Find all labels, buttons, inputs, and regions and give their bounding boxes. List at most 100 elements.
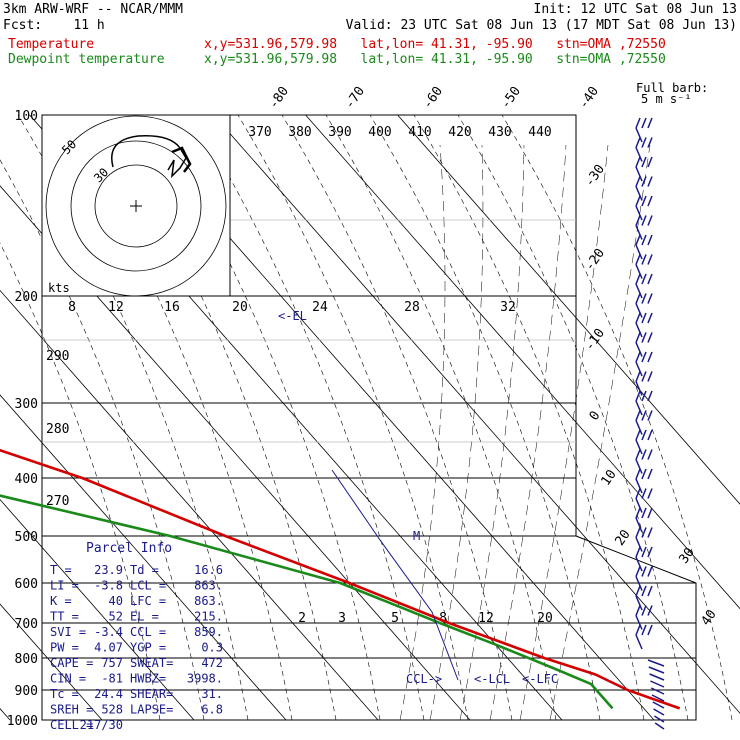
dry-adiabat bbox=[501, 114, 733, 721]
init-time: Init: 12 UTC Sat 08 Jun 13 bbox=[534, 2, 738, 17]
dry-adiabat bbox=[413, 114, 645, 721]
wind-barb-staff bbox=[635, 556, 643, 572]
wind-barb-staff bbox=[635, 361, 643, 377]
wind-barb-flag bbox=[635, 332, 641, 343]
wind-barb-staff bbox=[635, 166, 643, 182]
wind-barb-staff bbox=[635, 303, 643, 318]
wind-barb-flag bbox=[635, 215, 641, 226]
dewpoint-legend: Dewpoint temperature bbox=[8, 52, 165, 67]
dewpoint-location: x,y=531.96,579.98 lat,lon= 41.31, -95.90… bbox=[204, 52, 666, 67]
hodograph-ring bbox=[70, 140, 202, 272]
wind-barb-flag bbox=[635, 234, 641, 246]
speed-tick-label: 20 bbox=[232, 300, 248, 315]
dry-adiabat bbox=[0, 242, 161, 721]
wind-barb-flag bbox=[641, 371, 647, 382]
temperature-location: x,y=531.96,579.98 lat,lon= 41.31, -95.90… bbox=[204, 37, 666, 52]
isotherm-label: -40 bbox=[576, 84, 602, 112]
mixing-ratio-label: 20 bbox=[537, 611, 553, 626]
wind-barb-flag bbox=[647, 546, 653, 558]
dry-adiabat bbox=[369, 114, 601, 721]
isotherm bbox=[213, 114, 740, 714]
parcel-info-cell: HWBZ= bbox=[130, 672, 166, 686]
wind-barb-flag bbox=[647, 195, 653, 207]
parcel-info-cell: -3.8 bbox=[94, 579, 123, 593]
wind-barb-staff bbox=[635, 517, 643, 533]
wind-barb-staff bbox=[635, 342, 643, 357]
wind-barb-flag bbox=[647, 410, 653, 421]
parcel-info-cell: SHEAR= bbox=[130, 687, 173, 701]
isotherm-label: -30 bbox=[582, 162, 608, 190]
parcel-info-cell: 217/30 bbox=[80, 718, 123, 732]
wind-barb-staff bbox=[635, 205, 643, 221]
wind-barb-flag bbox=[647, 468, 653, 480]
theta-e-label: 420 bbox=[448, 125, 471, 140]
wind-barb-low bbox=[650, 687, 665, 695]
wind-barb-low bbox=[649, 673, 665, 681]
wind-barb-flag bbox=[641, 117, 647, 129]
isotherm bbox=[0, 289, 379, 721]
parcel-info-cell: 16.6 bbox=[194, 563, 223, 577]
pressure-label-700: 700 bbox=[15, 617, 38, 632]
speed-tick-label: 12 bbox=[108, 300, 124, 315]
parcel-info-cell: 472 bbox=[201, 656, 223, 670]
parcel-info-cell: 4.07 bbox=[94, 641, 123, 655]
moist-adiabat bbox=[489, 144, 567, 721]
moist-adiabat bbox=[429, 144, 484, 721]
isotherm bbox=[0, 394, 287, 721]
mixing-ratio-label: 2 bbox=[298, 611, 306, 626]
parcel-info-cell: CAPE = bbox=[50, 656, 93, 670]
wind-barb-flag bbox=[641, 410, 647, 421]
dry-adiabat bbox=[61, 114, 293, 721]
theta-e-label: 410 bbox=[408, 125, 431, 140]
wind-barb-flag bbox=[635, 176, 641, 187]
wind-barb-flag bbox=[641, 254, 647, 265]
parcel-info-cell: 40 bbox=[109, 594, 123, 608]
wind-barb-flag bbox=[647, 351, 653, 363]
temperature-legend: Temperature bbox=[8, 37, 94, 52]
wind-barb-flag bbox=[635, 254, 641, 265]
sounding-profiles bbox=[0, 448, 681, 710]
wind-barb-staff bbox=[635, 127, 643, 143]
wind-barb-flag bbox=[647, 234, 653, 246]
hodograph-units: kts bbox=[48, 281, 70, 295]
wind-barb-flag bbox=[641, 488, 647, 499]
wind-barb-flag bbox=[647, 585, 653, 597]
wind-barb-flag bbox=[647, 176, 653, 187]
parcel-info-cell: Tc = bbox=[50, 687, 79, 701]
wind-barb-staff bbox=[635, 186, 643, 201]
theta-label: 270 bbox=[46, 494, 69, 509]
wind-barb-flag bbox=[635, 273, 641, 285]
parcel-info-cell: 863. bbox=[194, 594, 223, 608]
wind-barb-flag bbox=[635, 585, 641, 597]
wind-barb-flag bbox=[641, 585, 647, 597]
temperature-profile bbox=[0, 448, 681, 710]
parcel-info-cell: CIN = bbox=[50, 672, 86, 686]
wind-barb-flag bbox=[641, 605, 647, 616]
wind-barb-flag bbox=[635, 624, 641, 636]
isotherm-label: -50 bbox=[498, 84, 524, 112]
theta-e-label: 440 bbox=[528, 125, 551, 140]
wind-barb-flag bbox=[635, 312, 641, 324]
speed-tick-label: 28 bbox=[404, 300, 420, 315]
isotherm-label: -60 bbox=[420, 84, 446, 112]
wind-barb-low bbox=[654, 715, 665, 723]
hodograph-ring bbox=[94, 164, 178, 248]
wind-barb-staff bbox=[635, 459, 643, 474]
wind-barb-staff bbox=[635, 225, 643, 240]
wind-barb-flag bbox=[641, 293, 647, 304]
wind-barb-staff bbox=[635, 595, 643, 611]
valid-time: Valid: 23 UTC Sat 08 Jun 13 (17 MDT Sat … bbox=[346, 18, 737, 33]
wind-barb-flag bbox=[647, 371, 653, 382]
isotherm bbox=[0, 185, 471, 721]
parcel-info-cell: 3998. bbox=[187, 672, 223, 686]
parcel-info-cell: -81 bbox=[101, 672, 123, 686]
wind-barb-low bbox=[647, 659, 665, 667]
wind-barb-flag bbox=[641, 332, 647, 343]
wind-barb-flag bbox=[635, 390, 641, 402]
wind-barb-low bbox=[651, 694, 665, 702]
wind-barb-flag bbox=[647, 390, 653, 402]
parcel-info-cell: EL = bbox=[130, 610, 159, 624]
